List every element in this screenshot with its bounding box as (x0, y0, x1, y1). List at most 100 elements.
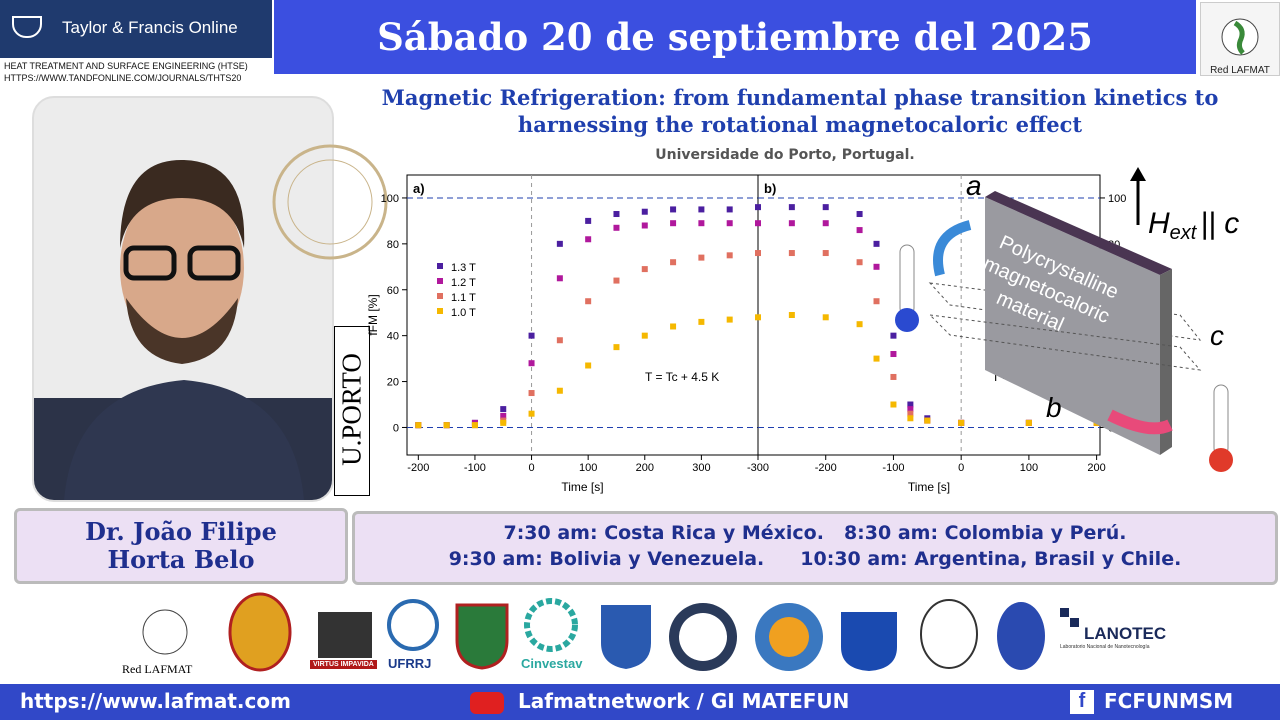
data-point (698, 206, 705, 213)
data-point (726, 206, 733, 213)
data-point (755, 220, 761, 227)
data-point (890, 332, 897, 339)
data-point (907, 415, 914, 422)
y-tick-label: 0 (393, 422, 399, 434)
youtube-channel[interactable]: Lafmatnetwork / GI MATEFUN (518, 689, 850, 713)
y-tick-label: 100 (1108, 193, 1126, 205)
data-point (641, 332, 648, 339)
university-logo: U.PORTO (334, 326, 370, 496)
schedule: 7:30 am: Costa Rica y México. 8:30 am: Co… (352, 511, 1278, 585)
logo-unc (920, 599, 978, 669)
logo-shape (524, 598, 578, 652)
data-point (528, 390, 535, 397)
data-point (556, 240, 563, 247)
face (120, 183, 244, 353)
data-point (755, 204, 761, 211)
logo-shape (1060, 608, 1069, 617)
data-point (873, 263, 880, 270)
logo-inner (679, 613, 727, 661)
data-point (670, 220, 677, 227)
data-point (726, 220, 733, 227)
legend-label: 1.2 T (451, 277, 476, 289)
data-point (556, 275, 563, 282)
logo-label: Cinvestav (521, 656, 583, 671)
network-logo: Red LAFMAT (1200, 2, 1280, 76)
data-point (585, 362, 592, 369)
network-globe (1221, 18, 1259, 56)
legend-label: 1.0 T (451, 307, 476, 319)
annotation: T = Tc + 4.5 K (645, 370, 719, 384)
y-tick-label: 80 (387, 239, 399, 251)
legend-swatch (437, 293, 443, 299)
logo-shape (142, 609, 188, 655)
continent (1233, 20, 1245, 55)
logo-label: UFRRJ (388, 656, 432, 671)
data-point (670, 259, 677, 266)
hair (120, 159, 245, 248)
youtube-icon (470, 692, 504, 714)
logo-ufpe (318, 612, 372, 658)
publisher-banner: Taylor & Francis Online (0, 0, 272, 58)
schedule-item: 7:30 am: Costa Rica y México. (503, 522, 824, 544)
hot-thermometer (1213, 384, 1229, 456)
illustration: Polycrystallinemagnetocaloricmaterial a … (895, 167, 1239, 472)
logo-lanotec-mark (1060, 608, 1079, 627)
axis-c: c (1210, 320, 1224, 351)
seal-inner (287, 159, 373, 245)
x-tick-label: 300 (692, 462, 710, 474)
publisher-icon (12, 16, 42, 38)
logo-unmsm (228, 592, 292, 672)
data-point (613, 277, 620, 284)
y-tick-label: 100 (381, 193, 399, 205)
logo-ufrrj (387, 599, 439, 651)
affiliation: Universidade do Porto, Portugal. (655, 147, 915, 163)
facebook-icon: f (1070, 690, 1094, 714)
schedule-item: 8:30 am: Colombia y Perú. (843, 522, 1127, 544)
data-point (641, 266, 648, 273)
hot-bulb (1209, 448, 1233, 472)
date-banner: Sábado 20 de septiembre del 2025 (274, 0, 1196, 74)
x-tick-label: -200 (407, 462, 429, 474)
logo-inner (769, 617, 809, 657)
data-point (613, 344, 620, 351)
logo-row: Red LAFMAT VIRTUS IMPAVIDA UFRRJ Cinvest… (0, 590, 1280, 682)
journal-url: HTTPS://WWW.TANDFONLINE.COM/JOURNALS/THT… (4, 73, 242, 83)
logo-shield (455, 603, 509, 670)
data-point (890, 373, 897, 380)
data-point (585, 236, 592, 243)
x-axis-label: Time [s] (908, 480, 950, 494)
data-point (528, 332, 535, 339)
material-side (1160, 269, 1172, 455)
data-point (873, 240, 880, 247)
axis-b: b (1046, 392, 1062, 423)
facebook-page[interactable]: FCFUNMSM (1104, 689, 1234, 713)
cold-arrow (933, 220, 972, 277)
website[interactable]: https://www.lafmat.com (20, 689, 291, 713)
plane-bottom (928, 314, 1202, 371)
data-point (873, 298, 880, 305)
legend-label: 1.3 T (451, 262, 476, 274)
data-point (500, 406, 507, 413)
data-point (641, 208, 648, 215)
data-point (890, 401, 897, 408)
schedule-row: 7:30 am: Costa Rica y México. 8:30 am: Co… (355, 522, 1275, 544)
glasses-right (187, 245, 241, 281)
logo-label: Red LAFMAT (122, 662, 193, 676)
shoulders (64, 380, 304, 500)
legend-label: 1.1 T (451, 292, 476, 304)
glasses-left (123, 245, 177, 281)
network-label: Red LAFMAT (1210, 65, 1270, 76)
data-point (856, 211, 863, 218)
data-point (585, 217, 592, 224)
data-point (856, 259, 863, 266)
logo-shape (997, 602, 1045, 670)
journal-name: HEAT TREATMENT AND SURFACE ENGINEERING (… (4, 61, 248, 71)
x-tick-label: 200 (636, 462, 654, 474)
data-point (471, 422, 478, 429)
data-point (726, 316, 733, 323)
logo-shape (228, 592, 292, 672)
data-point (788, 204, 795, 211)
data-point (907, 406, 914, 413)
legend-swatch (437, 308, 443, 314)
